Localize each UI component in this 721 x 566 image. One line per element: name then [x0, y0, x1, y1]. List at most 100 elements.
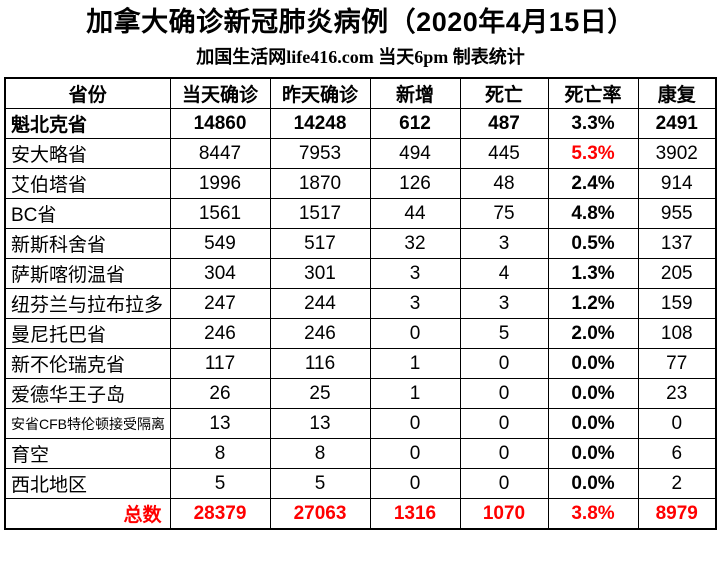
province-cell: 萨斯喀彻温省 [4, 258, 171, 290]
death-rate-cell: 1.3% [547, 258, 639, 290]
new-cases-cell: 0 [369, 468, 461, 500]
death-rate-cell: 0.5% [547, 228, 639, 260]
new-cases-cell: 32 [369, 228, 461, 260]
deaths-cell: 48 [459, 168, 549, 200]
table-row: 萨斯喀彻温省 304 301 3 4 1.3% 205 [4, 258, 717, 290]
recovered-cell: 955 [637, 198, 717, 230]
new-cases-cell: 44 [369, 198, 461, 230]
today-confirmed-cell: 14860 [169, 108, 271, 140]
header-row: 省份 当天确诊 昨天确诊 新增 死亡 死亡率 康复 [4, 77, 717, 110]
new-cases-cell: 612 [369, 108, 461, 140]
yesterday-confirmed-cell: 244 [269, 288, 371, 320]
death-rate-cell: 3.3% [547, 108, 639, 140]
yesterday-confirmed-cell: 25 [269, 378, 371, 410]
table-row: 爱德华王子岛 26 25 1 0 0.0% 23 [4, 378, 717, 410]
new-cases-cell: 0 [369, 318, 461, 350]
recovered-cell: 137 [637, 228, 717, 260]
deaths-cell: 5 [459, 318, 549, 350]
new-cases-cell: 126 [369, 168, 461, 200]
table-row: 安大略省 8447 7953 494 445 5.3% 3902 [4, 138, 717, 170]
death-rate-cell: 0.0% [547, 438, 639, 470]
province-cell: 育空 [4, 438, 171, 470]
table-row: 纽芬兰与拉布拉多 247 244 3 3 1.2% 159 [4, 288, 717, 320]
new-cases-cell: 494 [369, 138, 461, 170]
table-row: 新斯科舍省 549 517 32 3 0.5% 137 [4, 228, 717, 260]
total-today-cell: 28379 [169, 498, 271, 530]
province-cell: 安省CFB特伦顿接受隔离 [4, 408, 171, 440]
death-rate-cell: 0.0% [547, 378, 639, 410]
recovered-cell: 77 [637, 348, 717, 380]
death-rate-cell: 1.2% [547, 288, 639, 320]
column-header-recovered: 康复 [637, 77, 717, 110]
death-rate-cell: 5.3% [547, 138, 639, 170]
deaths-cell: 75 [459, 198, 549, 230]
recovered-cell: 108 [637, 318, 717, 350]
province-cell: 爱德华王子岛 [4, 378, 171, 410]
new-cases-cell: 3 [369, 258, 461, 290]
deaths-cell: 0 [459, 468, 549, 500]
recovered-cell: 0 [637, 408, 717, 440]
recovered-cell: 3902 [637, 138, 717, 170]
total-deaths-cell: 1070 [459, 498, 549, 530]
province-cell: 新不伦瑞克省 [4, 348, 171, 380]
yesterday-confirmed-cell: 7953 [269, 138, 371, 170]
recovered-cell: 2491 [637, 108, 717, 140]
subtitle: 加国生活网life416.com 当天6pm 制表统计 [196, 47, 525, 68]
table-row: 曼尼托巴省 246 246 0 5 2.0% 108 [4, 318, 717, 350]
yesterday-confirmed-cell: 1517 [269, 198, 371, 230]
deaths-cell: 0 [459, 378, 549, 410]
table-row: 西北地区 5 5 0 0 0.0% 2 [4, 468, 717, 500]
deaths-cell: 0 [459, 348, 549, 380]
recovered-cell: 23 [637, 378, 717, 410]
deaths-cell: 3 [459, 288, 549, 320]
page-title: 加拿大确诊新冠肺炎病例（2020年4月15日） [86, 7, 635, 37]
deaths-cell: 445 [459, 138, 549, 170]
today-confirmed-cell: 5 [169, 468, 271, 500]
yesterday-confirmed-cell: 1870 [269, 168, 371, 200]
death-rate-cell: 2.4% [547, 168, 639, 200]
recovered-cell: 205 [637, 258, 717, 290]
total-new-cell: 1316 [369, 498, 461, 530]
deaths-cell: 3 [459, 228, 549, 260]
column-header-today: 当天确诊 [169, 77, 271, 110]
table-row: BC省 1561 1517 44 75 4.8% 955 [4, 198, 717, 230]
column-header-deaths: 死亡 [459, 77, 549, 110]
province-cell: 曼尼托巴省 [4, 318, 171, 350]
yesterday-confirmed-cell: 13 [269, 408, 371, 440]
yesterday-confirmed-cell: 14248 [269, 108, 371, 140]
today-confirmed-cell: 26 [169, 378, 271, 410]
total-recovered-cell: 8979 [637, 498, 717, 530]
province-cell: BC省 [4, 198, 171, 230]
new-cases-cell: 0 [369, 408, 461, 440]
province-cell: 艾伯塔省 [4, 168, 171, 200]
column-header-province: 省份 [4, 77, 171, 110]
table-row: 育空 8 8 0 0 0.0% 6 [4, 438, 717, 470]
table-row: 安省CFB特伦顿接受隔离 13 13 0 0 0.0% 0 [4, 408, 717, 440]
recovered-cell: 2 [637, 468, 717, 500]
total-row: 总数 28379 27063 1316 1070 3.8% 8979 [4, 498, 717, 530]
today-confirmed-cell: 1996 [169, 168, 271, 200]
today-confirmed-cell: 247 [169, 288, 271, 320]
death-rate-cell: 4.8% [547, 198, 639, 230]
today-confirmed-cell: 8447 [169, 138, 271, 170]
yesterday-confirmed-cell: 517 [269, 228, 371, 260]
new-cases-cell: 0 [369, 438, 461, 470]
deaths-cell: 0 [459, 408, 549, 440]
death-rate-cell: 0.0% [547, 468, 639, 500]
today-confirmed-cell: 246 [169, 318, 271, 350]
yesterday-confirmed-cell: 8 [269, 438, 371, 470]
death-rate-cell: 0.0% [547, 408, 639, 440]
recovered-cell: 6 [637, 438, 717, 470]
deaths-cell: 4 [459, 258, 549, 290]
new-cases-cell: 1 [369, 348, 461, 380]
yesterday-confirmed-cell: 246 [269, 318, 371, 350]
province-cell: 魁北克省 [4, 108, 171, 140]
column-header-yesterday: 昨天确诊 [269, 77, 371, 110]
province-cell: 西北地区 [4, 468, 171, 500]
table-body: 魁北克省 14860 14248 612 487 3.3% 2491 安大略省 … [4, 108, 717, 500]
total-yesterday-cell: 27063 [269, 498, 371, 530]
deaths-cell: 487 [459, 108, 549, 140]
new-cases-cell: 1 [369, 378, 461, 410]
column-header-death-rate: 死亡率 [547, 77, 639, 110]
today-confirmed-cell: 549 [169, 228, 271, 260]
